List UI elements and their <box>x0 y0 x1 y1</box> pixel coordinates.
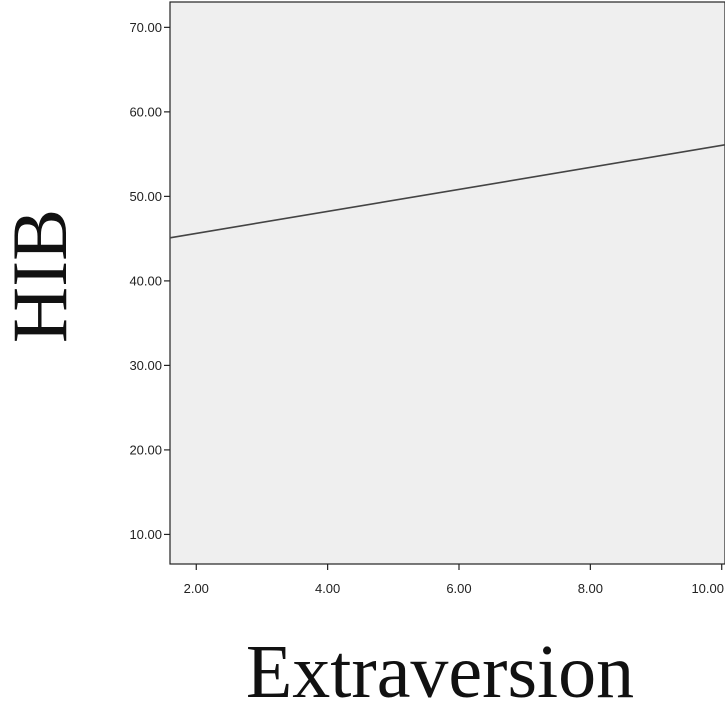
series-line <box>169 144 725 239</box>
y-tick-label: 10.00 <box>129 527 162 542</box>
y-tick-label: 40.00 <box>129 273 162 288</box>
series-group <box>169 144 725 239</box>
y-tick-label: 70.00 <box>129 20 162 35</box>
x-tick-label: 8.00 <box>578 581 603 596</box>
x-tick-label: 6.00 <box>446 581 471 596</box>
x-tick-label: 4.00 <box>315 581 340 596</box>
x-tick-label: 2.00 <box>184 581 209 596</box>
plot-area <box>169 1 725 565</box>
y-tick-label: 50.00 <box>129 189 162 204</box>
y-tick-label: 30.00 <box>129 358 162 373</box>
x-axis-title: Extraversion <box>246 630 634 704</box>
y-axis: 10.00 20.00 30.00 40.00 50.00 60.00 70.00 <box>129 20 170 542</box>
x-axis: 2.00 4.00 6.00 8.00 10.00 <box>184 564 724 596</box>
y-tick-label: 60.00 <box>129 104 162 119</box>
y-tick-label: 20.00 <box>129 442 162 457</box>
y-axis-title: HIB <box>0 209 83 343</box>
x-tick-label: 10.00 <box>691 581 724 596</box>
